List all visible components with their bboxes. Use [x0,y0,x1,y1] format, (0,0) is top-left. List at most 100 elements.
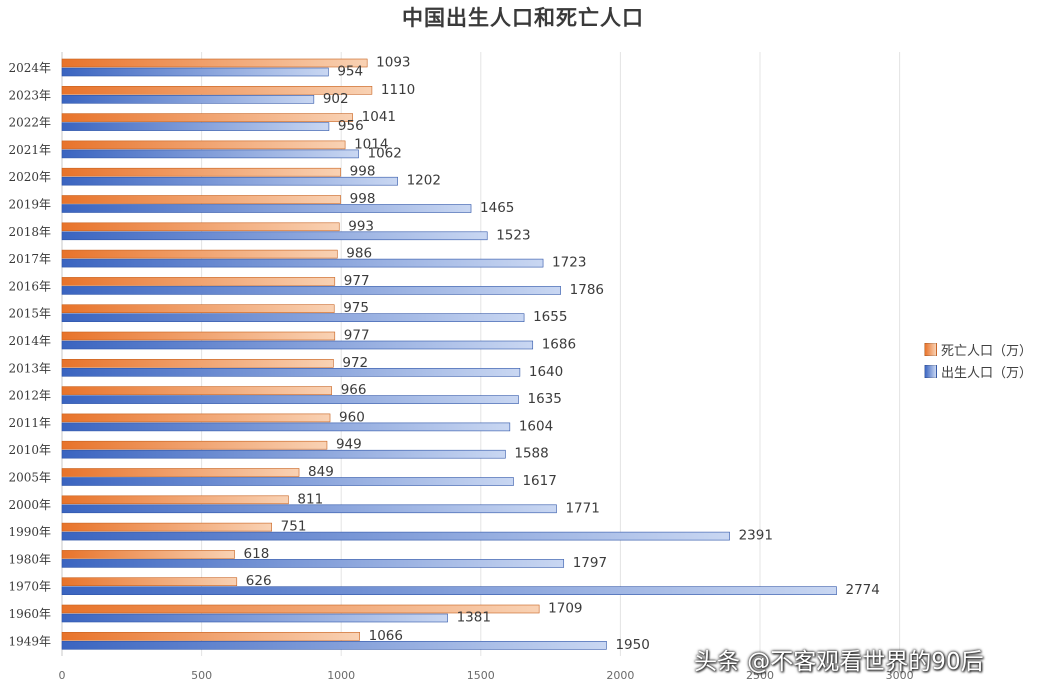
category-label: 2015年 [8,307,51,321]
legend-swatch-birth [924,364,937,378]
birth-value-label: 1202 [407,173,441,189]
category-label: 2013年 [8,361,51,375]
death-bar [61,386,333,395]
death-value-label: 618 [244,546,270,562]
x-tick-label: 2000 [606,669,634,682]
death-value-label: 975 [343,300,369,316]
death-bar [61,222,340,232]
x-tick-label: 1000 [327,669,355,682]
legend-label-death: 死亡人口（万） [941,343,1033,359]
birth-value-label: 2774 [846,582,880,598]
death-bar [61,495,289,505]
death-bar [61,304,335,314]
birth-bar [61,504,557,514]
watermark: 头条 @不客观看世界的90后 [694,649,984,675]
category-label: 2020年 [8,170,51,184]
death-value-label: 1014 [354,136,388,152]
category-label: 2012年 [8,389,51,403]
death-value-label: 1709 [548,601,582,617]
birth-bar [61,149,359,159]
category-label: 2018年 [8,225,51,239]
death-bar [61,413,331,423]
death-value-label: 960 [339,409,365,425]
legend-item-birth[interactable]: 出生人口（万） [924,360,1032,382]
death-bar [61,86,373,95]
birth-value-label: 1588 [514,446,548,462]
death-value-label: 1041 [362,109,396,125]
birth-value-label: 2391 [739,528,773,544]
birth-bar [61,231,488,241]
death-value-label: 986 [346,246,372,262]
category-label: 1970年 [8,580,51,594]
death-bar [61,358,334,368]
death-value-label: 1110 [381,82,415,98]
death-bar [61,522,272,532]
death-bar [61,58,368,68]
birth-value-label: 902 [323,91,349,107]
birth-value-label: 1797 [573,555,607,571]
category-label: 1990年 [8,525,51,539]
death-bar [61,577,238,587]
birth-bar [61,640,607,650]
birth-bar [61,67,329,77]
death-bar [61,249,338,259]
category-label: 2010年 [8,443,51,457]
birth-bar [61,613,448,623]
legend-item-death[interactable]: 死亡人口（万） [924,338,1032,360]
birth-value-label: 1523 [496,227,530,243]
death-bar [61,113,353,122]
birth-bar [61,313,525,323]
death-bar [61,140,346,150]
death-value-label: 751 [281,519,307,535]
birth-value-label: 1604 [519,418,553,434]
death-value-label: 849 [308,464,334,480]
birth-bar [61,422,511,432]
death-bar [61,550,235,559]
birth-value-label: 1786 [570,282,604,298]
category-label: 1960年 [8,607,51,621]
birth-bar [61,559,565,568]
birth-value-label: 1381 [457,610,491,626]
death-value-label: 977 [344,328,370,344]
birth-bar [61,176,398,186]
category-label: 2019年 [8,198,51,212]
birth-value-label: 956 [338,118,364,134]
death-value-label: 998 [350,191,376,207]
legend: 死亡人口（万） 出生人口（万） [924,338,1032,382]
death-bar [61,167,341,177]
birth-value-label: 1640 [529,364,563,380]
category-label: 2021年 [8,143,51,157]
death-value-label: 966 [341,382,367,398]
death-value-label: 977 [344,273,370,289]
death-value-label: 811 [297,491,323,507]
birth-value-label: 1723 [552,255,586,271]
death-bar [61,468,300,477]
category-label: 1949年 [8,634,51,648]
birth-value-label: 1950 [615,637,649,653]
category-label: 1980年 [8,552,51,566]
death-value-label: 972 [342,355,368,371]
birth-value-label: 1686 [542,337,576,353]
category-label: 2024年 [8,61,51,75]
death-value-label: 949 [336,437,362,453]
birth-bar [61,258,544,268]
death-bar [61,277,336,286]
death-bar [61,604,540,614]
death-bar [61,195,341,204]
birth-bar [61,367,521,377]
birth-bar [61,340,534,350]
birth-value-label: 1655 [533,309,567,325]
x-tick-label: 500 [191,669,212,682]
death-value-label: 1093 [376,55,410,71]
birth-bar [61,395,519,404]
death-bar [61,631,360,641]
category-label: 2017年 [8,252,51,266]
category-label: 2005年 [8,471,51,485]
chart-title: 中国出生人口和死亡人口 [402,5,644,30]
death-bar [61,440,328,450]
category-label: 2016年 [8,279,51,293]
birth-bar [61,204,472,213]
x-tick-label: 1500 [467,669,495,682]
death-bar [61,331,336,341]
